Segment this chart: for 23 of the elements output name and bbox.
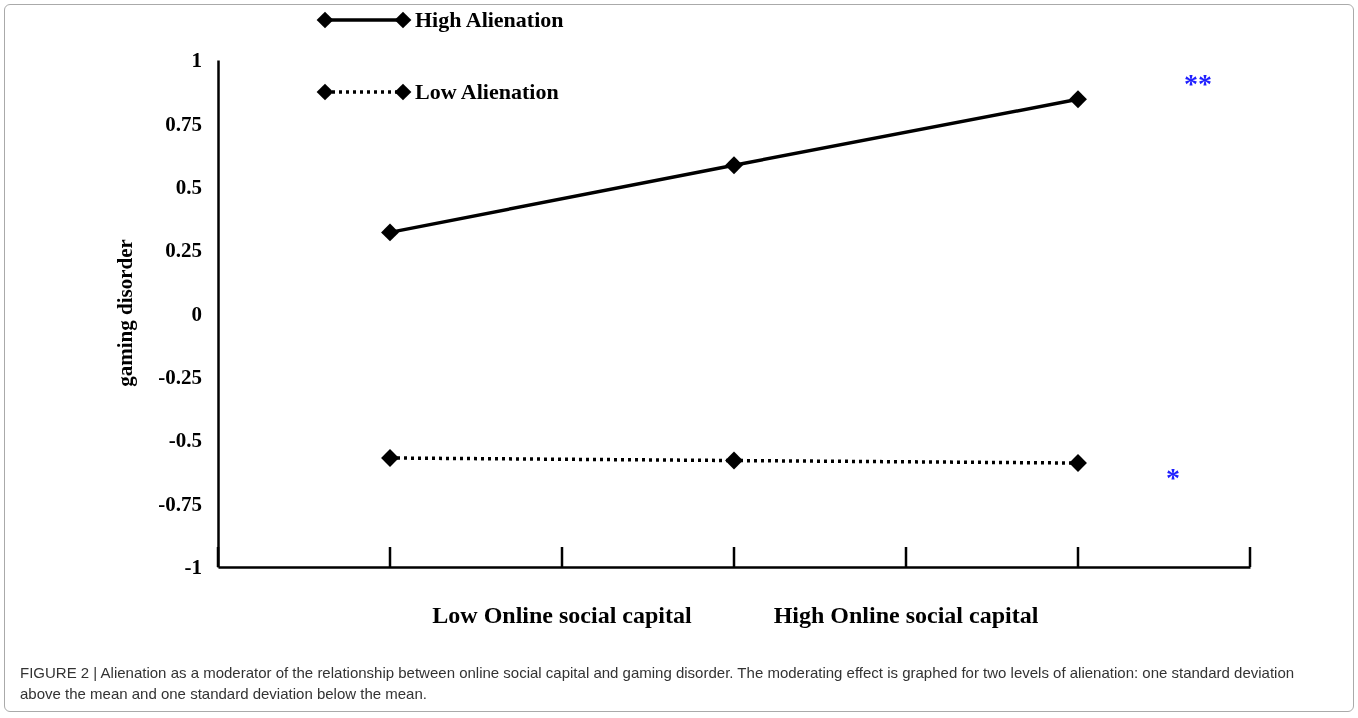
point (381, 449, 399, 467)
caption: FIGURE 2 | Alienation as a moderator of the relationship between online social capital and gaming disorder. The moderating effect is graphed for two levels of alienation: one standard deviation above the mean and one standard deviation below the mean. (20, 663, 1296, 704)
y-tick-label: 1 (191, 48, 202, 73)
legend-label: Low Alienation (415, 79, 559, 104)
y-tick-label: -0.5 (168, 428, 202, 453)
text: Low Online social capital (432, 602, 692, 628)
y-tick-label: 0.5 (175, 174, 202, 199)
point (1069, 90, 1087, 109)
point (725, 451, 743, 470)
y-tick-label: -1 (184, 555, 202, 580)
point (1069, 454, 1087, 473)
point (725, 156, 743, 175)
y-tick-label: 0.75 (165, 111, 202, 136)
y-tick-label: -0.25 (158, 365, 202, 390)
annotation: ** (1184, 68, 1212, 99)
y-axis-title: gaming disorder (113, 239, 137, 387)
text: High Online social capital (773, 602, 1039, 628)
annotation: * (1166, 462, 1180, 493)
legend-label: High Alienation (415, 7, 564, 32)
point (381, 223, 399, 242)
y-tick-label: -0.75 (158, 491, 202, 516)
y-tick-label: 0 (191, 301, 202, 326)
y-tick-label: 0.25 (165, 238, 202, 263)
